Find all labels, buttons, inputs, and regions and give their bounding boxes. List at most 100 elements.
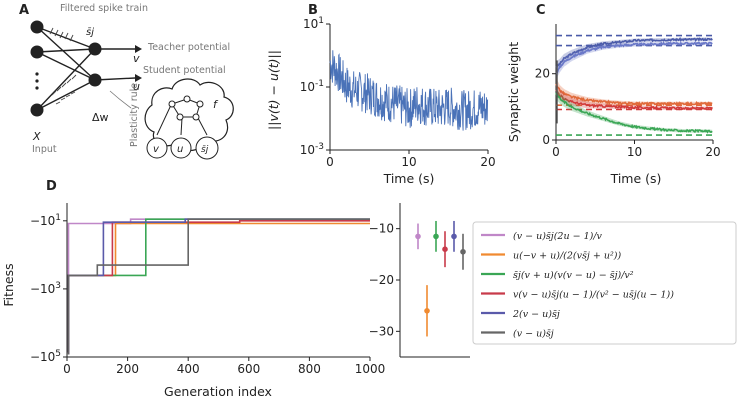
b-x-tick-label: 10 xyxy=(401,155,416,169)
legend-box xyxy=(472,221,737,345)
d2-ticks: −10 −20 −30 xyxy=(369,222,400,338)
d2-y-tick-label: −20 xyxy=(369,273,394,287)
d2-point xyxy=(433,233,439,240)
d-y-tick-label: −105 xyxy=(30,349,61,364)
u-label: u xyxy=(133,80,140,93)
student-potential-label: Student potential xyxy=(143,65,226,76)
d-x-tick-label: 200 xyxy=(116,362,139,376)
cloud-input-nodes xyxy=(146,136,219,160)
cloud-graph-nodes xyxy=(168,95,204,121)
c-series-band xyxy=(556,84,713,110)
b-xlabel: Time (s) xyxy=(383,171,435,186)
panel-letter-c: C xyxy=(536,3,546,18)
plasticity-pointer xyxy=(109,90,132,109)
c-y-tick-label: 0 xyxy=(542,133,550,147)
student-neuron xyxy=(88,73,102,87)
b-series xyxy=(329,50,489,131)
b-ylabel: ||v(t) − u(t)|| xyxy=(266,50,281,130)
b-ticks: 0 10 20 101 10-1 10-3 xyxy=(300,16,496,169)
d-x-tick-label: 0 xyxy=(63,362,71,376)
f-label: f xyxy=(213,98,219,111)
d-ylabel: Fitness xyxy=(1,263,16,306)
network-connections xyxy=(36,26,136,111)
b-x-tick-label: 0 xyxy=(326,155,334,169)
legend-label: v(v − u)s̄j(u − 1)/(v² − us̄j(u − 1)) xyxy=(513,290,674,301)
legend-label: (v − u)s̄j xyxy=(513,329,554,340)
d-series-line xyxy=(67,218,370,355)
b-x-tick-label: 20 xyxy=(480,155,495,169)
node-v-label: v xyxy=(153,144,160,155)
d2-point xyxy=(451,233,457,240)
node-u-label: u xyxy=(177,144,183,155)
d-x-tick-label: 600 xyxy=(237,362,260,376)
legend-label: u(−v + u)/(2(vs̄j + u²)) xyxy=(513,251,621,262)
c-series-line xyxy=(555,92,713,134)
d-ticks: 0 200 400 600 800 1000 −101 −103 −105 xyxy=(30,213,385,376)
panel-d: D Fitness Generation index 0 200 400 600 800… xyxy=(1,179,737,399)
ellipsis-dot xyxy=(35,72,39,76)
c-x-tick-label: 10 xyxy=(627,145,642,159)
panel-a: A Filtered spike tra xyxy=(19,3,234,160)
sj-label: s̄j xyxy=(86,27,94,38)
d2-point xyxy=(460,248,466,255)
filtered-spike-train-label: Filtered spike train xyxy=(60,3,148,14)
d-x-tick-label: 1000 xyxy=(355,362,386,376)
spike-train-marks xyxy=(49,27,77,105)
c-series-line xyxy=(555,89,713,111)
panel-letter-b: B xyxy=(308,3,318,18)
d-series-line xyxy=(67,220,370,355)
c-series-band xyxy=(556,88,713,134)
ellipsis-dot xyxy=(35,79,39,83)
b-y-tick-label: 10-1 xyxy=(300,79,324,94)
c-series-band xyxy=(556,78,713,106)
c-series-line xyxy=(555,83,713,107)
c-ylabel: Synaptic weight xyxy=(506,42,521,142)
d2-point xyxy=(415,233,421,240)
legend-label: 2(v − u)s̄j xyxy=(512,309,560,320)
b-y-tick-label: 10-3 xyxy=(300,142,324,157)
d2-point xyxy=(442,246,448,252)
student-arrow-icon xyxy=(135,74,142,82)
c-series-line xyxy=(555,41,713,75)
x-label: X xyxy=(32,130,41,143)
teacher-potential-label: Teacher potential xyxy=(147,42,230,53)
c-series-band xyxy=(556,41,713,80)
input-neuron-2 xyxy=(30,45,44,59)
c-xlabel: Time (s) xyxy=(610,171,662,186)
node-sj-label: s̄j xyxy=(201,145,209,155)
d-x-tick-label: 400 xyxy=(177,362,200,376)
panel-letter-d: D xyxy=(46,179,57,194)
legend: (v − u)s̄j(2u − 1)/v u(−v + u)/(2(vs̄j + … xyxy=(481,231,674,340)
d2-point xyxy=(424,308,430,314)
v-label: v xyxy=(133,52,140,65)
b-series-line xyxy=(329,50,489,131)
d-y-tick-label: −103 xyxy=(30,281,61,296)
b-y-tick-label: 101 xyxy=(303,16,324,31)
input-neuron-1 xyxy=(30,20,44,34)
panel-b: B ||v(t) − u(t)|| Time (s) 0 10 20 101 10-1 1… xyxy=(266,3,496,186)
delta-w-label: Δw xyxy=(92,111,109,124)
c-ticks: 0 10 20 0 20 xyxy=(535,67,721,159)
panel-c: C Synaptic weight Time (s) 0 10 20 0 20 xyxy=(506,3,721,186)
plasticity-rule-label: Plasticity rule xyxy=(129,83,140,147)
teacher-arrow-icon xyxy=(135,45,142,53)
c-series xyxy=(555,34,713,136)
legend-label: (v − u)s̄j(2u − 1)/v xyxy=(513,231,603,242)
d-x-tick-label: 800 xyxy=(298,362,321,376)
legend-label: s̄j(v + u)(v(v − u) − s̄j)/v² xyxy=(513,270,634,281)
panel-letter-a: A xyxy=(19,3,29,18)
input-label: Input xyxy=(32,144,57,155)
ellipsis-dot xyxy=(35,86,39,90)
d-xlabel: Generation index xyxy=(164,384,272,399)
d2-y-tick-label: −30 xyxy=(369,324,394,338)
c-x-tick-label: 20 xyxy=(705,145,720,159)
input-neuron-n xyxy=(30,103,44,117)
d-y-tick-label: −101 xyxy=(30,213,61,228)
d2-y-tick-label: −10 xyxy=(369,222,394,236)
teacher-neuron xyxy=(88,42,102,56)
c-x-tick-label: 0 xyxy=(552,145,560,159)
c-y-tick-label: 20 xyxy=(535,67,550,81)
d2-series xyxy=(415,220,466,337)
d-series xyxy=(67,218,370,355)
